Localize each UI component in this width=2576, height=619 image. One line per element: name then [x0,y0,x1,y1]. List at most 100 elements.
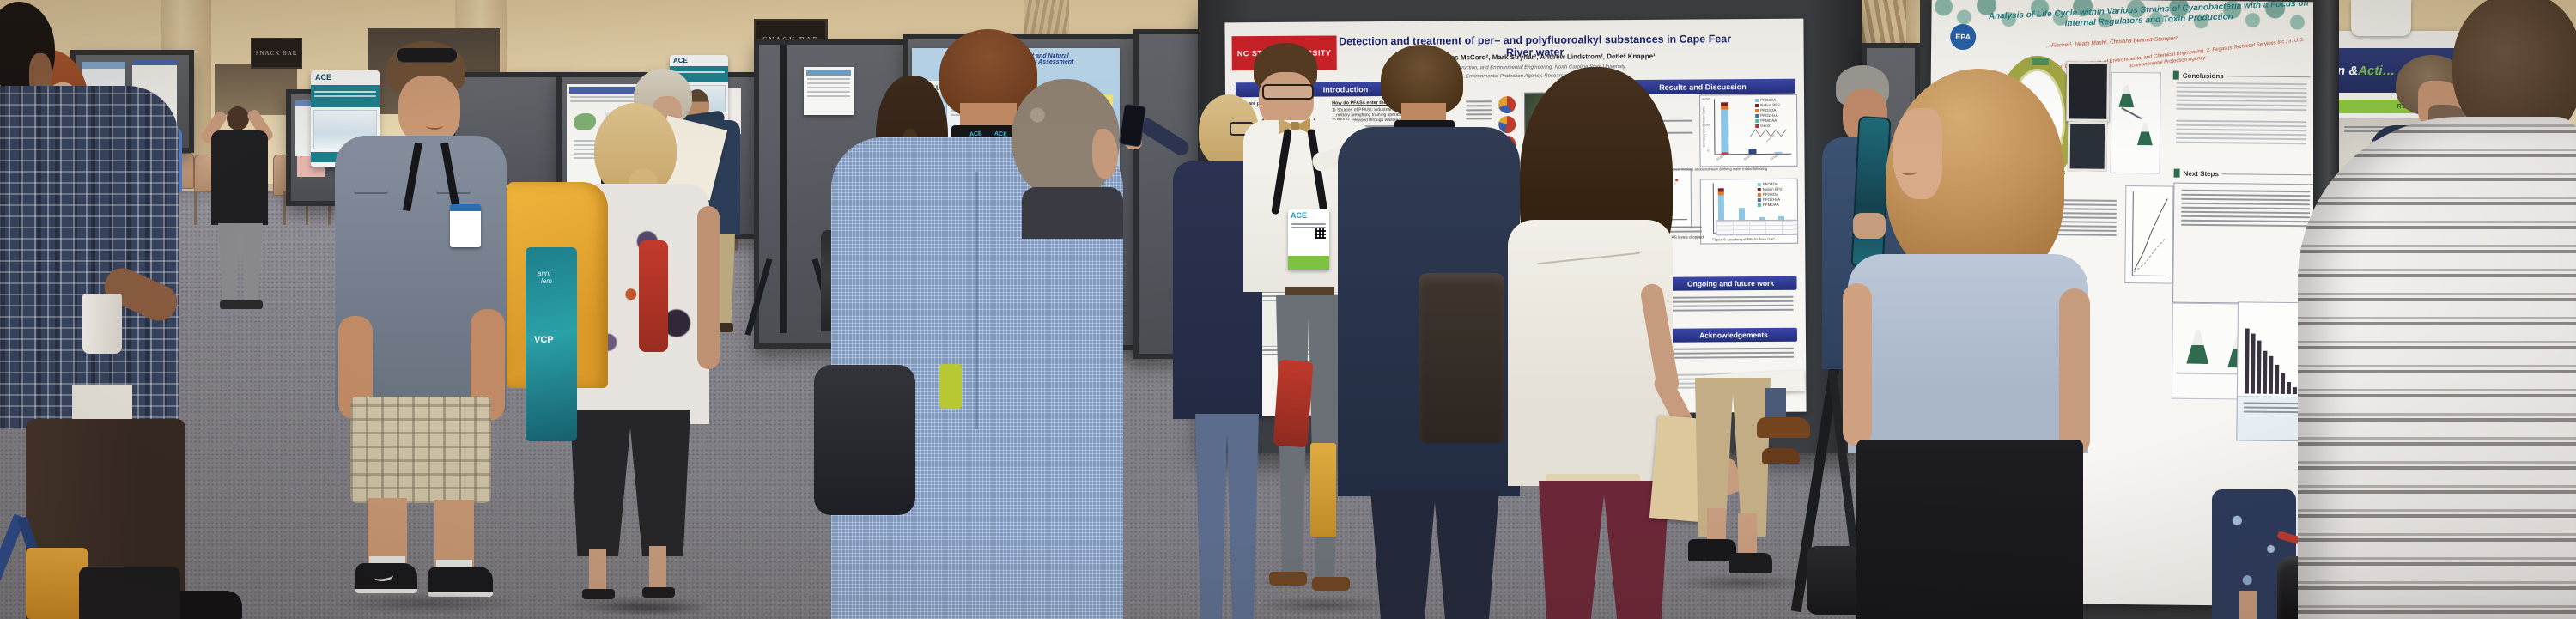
axis [1714,99,1716,155]
glasses [1262,84,1314,100]
ankle [2239,591,2257,619]
flyer-header [806,70,851,76]
tote-frag: lem [541,277,552,285]
cyano-poster: EPA Analysis of Life Cycle within Variou… [1925,0,2322,607]
lanyard-logo: ACE [993,130,1008,138]
header-text-white: n & [2337,63,2359,78]
black-floor-bag [79,567,180,619]
arm [1843,283,1872,446]
nike-sneaker [428,567,493,597]
ace-sign-logo: ACE [315,73,332,82]
flask-figure [2110,71,2161,174]
belt [1285,287,1334,295]
white-paper-corner [2351,0,2411,36]
torso-light-blue [1848,254,2088,453]
pie-chart [1498,95,1516,114]
chest-pocket [354,182,388,194]
black-pants [1856,440,2083,619]
lime-bag [939,364,962,409]
ankle [589,549,606,591]
ace-sign-logo: ACE [673,57,688,64]
epa-logo-text: EPA [1955,32,1971,42]
bar [2292,387,2297,395]
annotation-molecule [1750,129,1787,143]
bar [2268,355,2274,394]
tote-bag [1419,273,1504,443]
shirt-seam [975,172,978,429]
sec-label: Conclusions [2182,71,2224,80]
flask [2118,85,2134,107]
flask [2186,330,2208,364]
floor-shadow [558,596,713,615]
rule [2227,75,2311,77]
stacked-bar [1721,102,1729,155]
cyano-sec-next: Next Steps [2173,168,2312,179]
ncsu-sec-ack: Acknowledgements [1669,327,1798,343]
y-tick: 0 [1707,149,1710,153]
red-floor-bag [1273,359,1314,448]
mini-table [1716,219,1799,236]
jeans-sliver [1765,388,1786,422]
teal-ace-tote-bag: anni lem VCP [526,247,577,441]
face [398,76,460,144]
torso [211,130,268,225]
smile-line [1901,168,1917,175]
mini-title-bar [569,87,645,94]
fig5-legend: PFO4DA Nafion BP2 PFO3OA PFO2HxA PFMOAA … [1755,98,1795,129]
bar [2286,381,2292,395]
tote-text: VCP [534,335,554,345]
next-steps-box [2172,182,2318,305]
bar [2262,350,2268,394]
conference-badge: ACE [1288,209,1329,270]
torso-striped [2298,117,2576,619]
badge-logo: ACE [1291,211,1308,220]
mouth [426,122,443,130]
nike-sneaker [355,563,417,593]
pinned-flyer [804,67,854,115]
bar [2280,373,2286,394]
face [1259,72,1314,127]
brown-shoes [1269,572,1307,586]
ncsu-affiliation1: …Construction, and Environmental Enginee… [1443,64,1626,71]
y-tick: 45,000 [1702,97,1710,101]
epa-logo: EPA [1950,23,1977,51]
ongoing-text [1665,294,1797,314]
arm [2059,288,2090,456]
sec-label: Ongoing and future work [1686,278,1775,288]
badge-qr [1315,228,1326,239]
mini-figure [574,113,596,130]
bow-tie-knot [1291,122,1299,130]
y-tick: 25,000 [1702,123,1711,127]
easel-post [780,45,787,333]
easel-leg [744,258,773,337]
bar [2256,340,2262,394]
ncsu-col2-labels [1462,98,1495,122]
section-icon [2172,70,2179,80]
arrow [2121,106,2142,120]
ack-text [1670,345,1797,361]
axis [1712,183,1715,234]
floor-shadow [592,601,713,616]
sunglasses-on-head [397,48,457,62]
legend-item: PFMOAA [1762,202,1779,207]
arm [697,206,720,369]
flask [2137,123,2153,145]
yellow-floor-bag [26,548,88,619]
torso [1022,187,1123,239]
tote-frag: anni [538,270,551,277]
black-flat-shoe [1688,539,1736,561]
torso-white-blouse [1508,220,1673,486]
snack-bar-sign-label: SNACK BAR [255,50,298,57]
bar [2250,333,2256,394]
floor-backpack [814,365,915,515]
header-text-green: Acti… [2358,63,2396,78]
section-icon [2173,168,2180,178]
face-profile [1092,129,1118,179]
bar [2274,364,2280,394]
brown-loafer [1757,417,1810,438]
torso-plaid [0,86,179,429]
face-profile [1893,108,1942,199]
leg [434,500,474,568]
conference-badge [450,204,481,247]
brown-loafer [1762,448,1800,464]
